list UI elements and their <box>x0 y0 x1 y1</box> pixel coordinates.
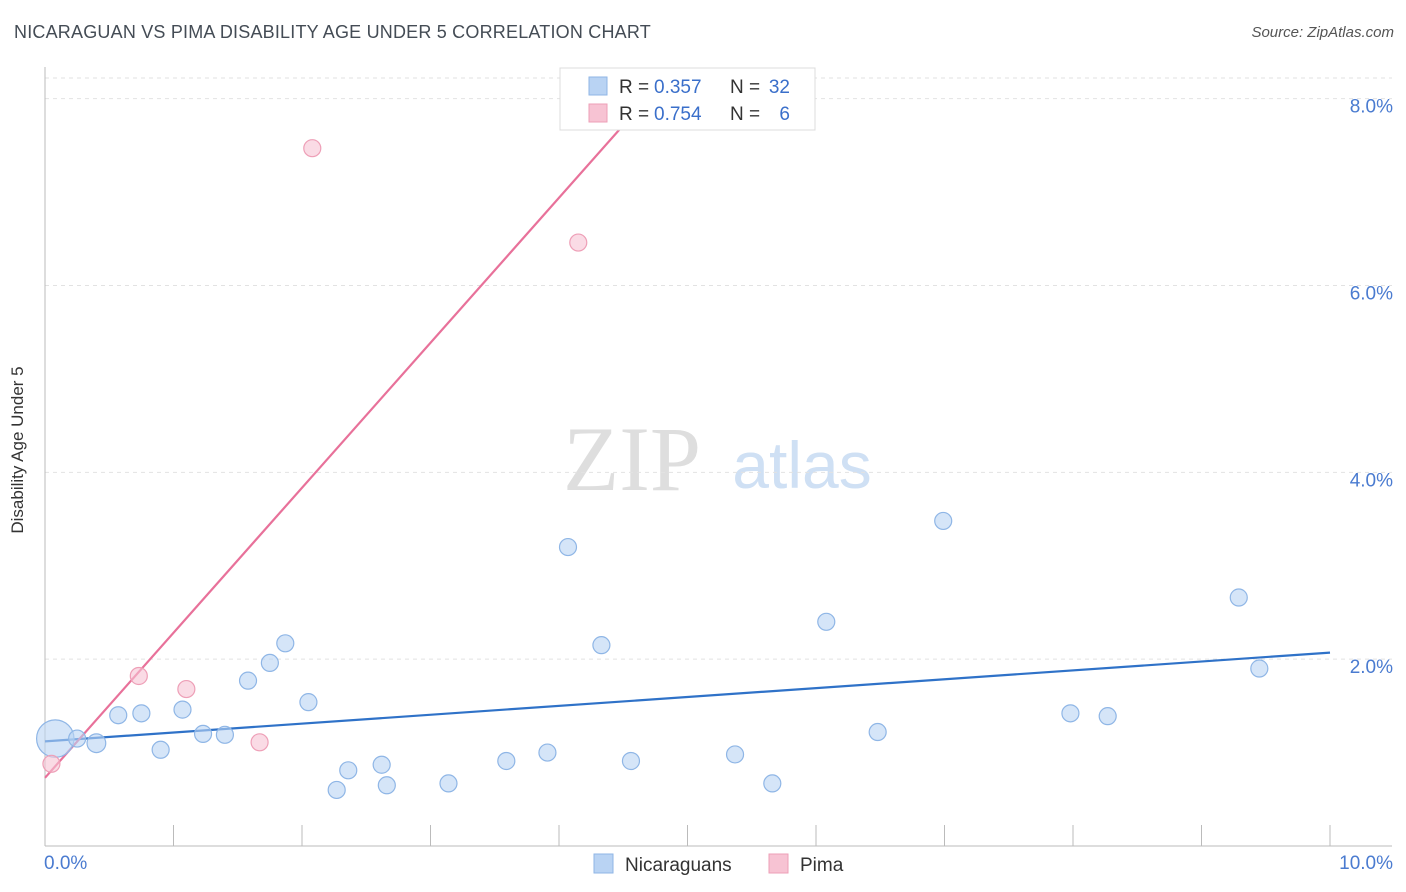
data-point-nicaraguans <box>87 734 106 753</box>
legend-swatch-nicaraguans <box>594 854 613 873</box>
data-point-nicaraguans <box>559 539 576 556</box>
data-point-nicaraguans <box>373 756 390 773</box>
stats-blue-n-value: 32 <box>769 77 790 98</box>
y-axis-label: Disability Age Under 5 <box>8 350 28 550</box>
data-point-nicaraguans <box>498 752 515 769</box>
data-point-nicaraguans <box>69 730 86 747</box>
series-legend: Nicaraguans Pima <box>594 854 844 876</box>
data-point-pima <box>130 667 147 684</box>
stats-blue-swatch <box>589 77 607 95</box>
data-point-nicaraguans <box>1230 589 1247 606</box>
stats-pink-r-value: 0.754 <box>654 104 702 125</box>
y-tick-label: 2.0% <box>1350 657 1393 678</box>
stats-pink-swatch <box>589 104 607 122</box>
legend-label-nicaraguans: Nicaraguans <box>625 855 732 876</box>
data-point-nicaraguans <box>818 613 835 630</box>
x-tick-label: 10.0% <box>1339 853 1393 874</box>
watermark-zip: ZIP <box>563 408 701 510</box>
data-point-nicaraguans <box>764 775 781 792</box>
data-point-nicaraguans <box>622 752 639 769</box>
data-point-nicaraguans <box>1099 708 1116 725</box>
stats-blue-r-label: R = <box>619 77 649 98</box>
data-point-nicaraguans <box>440 775 457 792</box>
data-point-nicaraguans <box>261 654 278 671</box>
stats-blue-r-value: 0.357 <box>654 77 702 98</box>
legend-swatch-pima <box>769 854 788 873</box>
data-point-nicaraguans <box>152 741 169 758</box>
data-point-nicaraguans <box>300 694 317 711</box>
data-point-nicaraguans <box>593 637 610 654</box>
stats-legend: R = 0.357 N = 32 R = 0.754 N = 6 <box>560 68 815 130</box>
trend-line-nicaraguans <box>45 653 1330 742</box>
data-point-nicaraguans <box>195 725 212 742</box>
data-point-nicaraguans <box>340 762 357 779</box>
data-point-nicaraguans <box>1251 660 1268 677</box>
y-tick-label: 4.0% <box>1350 470 1393 491</box>
data-point-nicaraguans <box>133 705 150 722</box>
data-point-nicaraguans <box>1062 705 1079 722</box>
data-point-nicaraguans <box>277 635 294 652</box>
data-point-nicaraguans <box>869 724 886 741</box>
data-point-nicaraguans <box>935 512 952 529</box>
data-point-nicaraguans <box>240 672 257 689</box>
y-tick-label: 6.0% <box>1350 284 1393 305</box>
data-point-pima <box>304 140 321 157</box>
data-point-nicaraguans <box>216 726 233 743</box>
data-point-nicaraguans <box>110 707 127 724</box>
legend-label-pima: Pima <box>800 855 844 876</box>
y-axis-label-wrap: Disability Age Under 5 <box>18 350 28 450</box>
stats-pink-n-value: 6 <box>779 104 790 125</box>
data-point-nicaraguans <box>378 777 395 794</box>
y-tick-label: 8.0% <box>1350 97 1393 118</box>
data-point-nicaraguans <box>328 781 345 798</box>
x-tick-label: 0.0% <box>44 853 87 874</box>
data-point-pima <box>570 234 587 251</box>
data-point-pima <box>251 734 268 751</box>
watermark-atlas: atlas <box>732 428 871 502</box>
scatter-chart: ZIP atlas 2.0% 4.0% 6.0% 8.0% 0.0% 10.0% R = … <box>0 0 1406 892</box>
data-point-nicaraguans <box>539 744 556 761</box>
stats-pink-r-label: R = <box>619 104 649 125</box>
data-point-pima <box>178 681 195 698</box>
data-point-nicaraguans <box>174 701 191 718</box>
data-point-pima <box>43 755 60 772</box>
stats-pink-n-label: N = <box>730 104 760 125</box>
data-point-nicaraguans <box>727 746 744 763</box>
stats-blue-n-label: N = <box>730 77 760 98</box>
